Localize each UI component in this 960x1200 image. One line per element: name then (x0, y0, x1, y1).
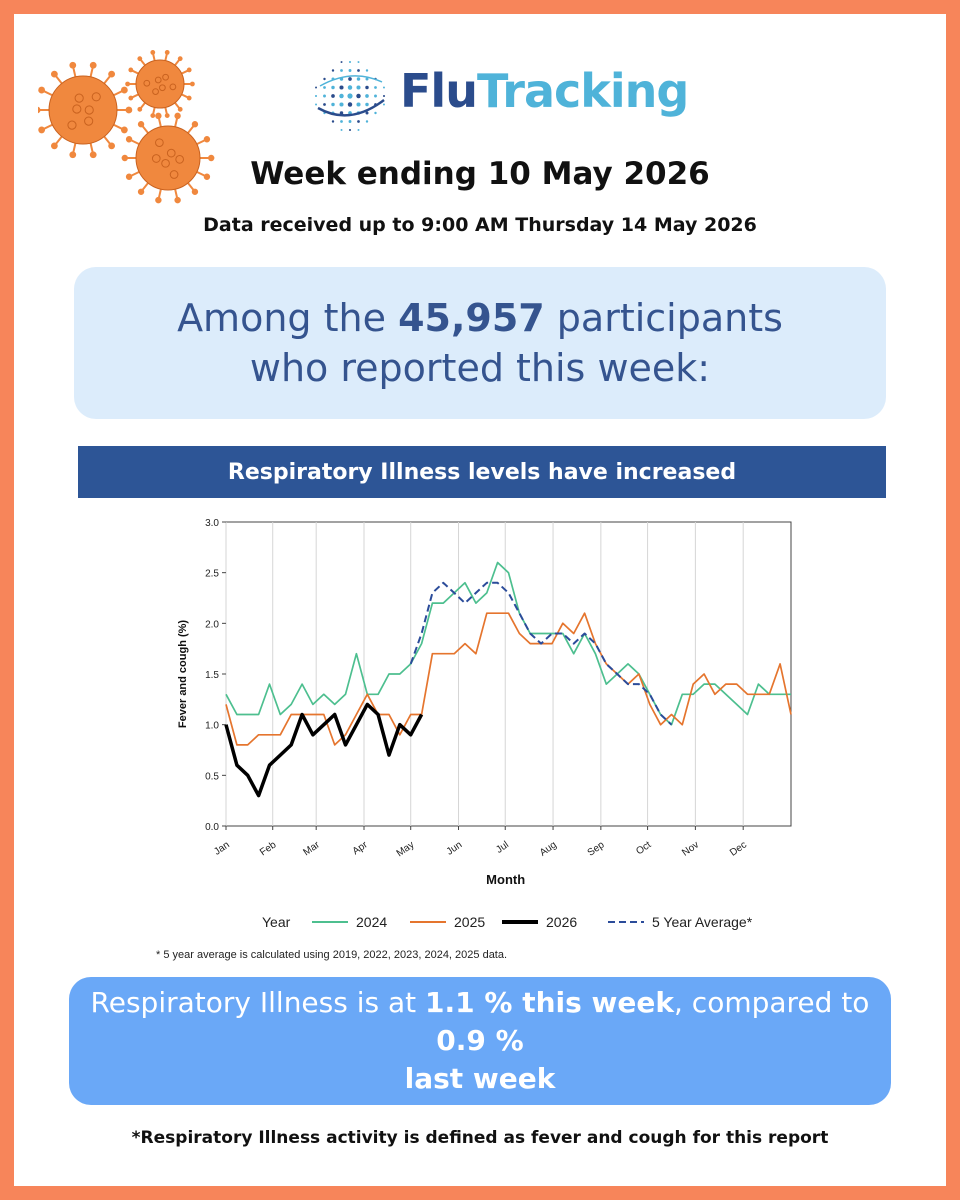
virus-icon (121, 112, 215, 204)
series-line-2024 (225, 561, 791, 726)
fever-cough-chart: 0.0 0.5 1.0 1.5 2.0 2.5 3.0 Jan Feb Mar Apr May Jun J… (177, 518, 792, 930)
virus-icon (125, 50, 195, 118)
x-axis-label: Month (486, 872, 525, 887)
y-tick-label: 1.0 (205, 721, 219, 732)
x-tick-label: Nov (680, 839, 701, 858)
x-tick-label: Feb (258, 839, 279, 858)
result-this-week: 1.1 % this week (425, 986, 674, 1019)
result-last-week-value: 0.9 % (436, 1024, 524, 1057)
x-tick-label: Apr (351, 839, 371, 857)
y-tick-label: 0.5 (205, 771, 219, 782)
summary-prefix: Among the (177, 296, 399, 340)
result-last-week-label: last week (404, 1062, 556, 1095)
flutracking-globe-logo (314, 60, 386, 132)
status-banner: Respiratory Illness levels have increase… (78, 446, 886, 498)
page-frame: FluTracking Week ending 10 May 2026 Data… (14, 14, 946, 1186)
participants-count: 45,957 (398, 296, 545, 340)
participants-summary: Among the 45,957 participants who report… (74, 267, 886, 419)
result-prefix: Respiratory Illness is at (90, 986, 426, 1019)
x-tick-label: Sep (586, 839, 607, 858)
x-tick-label: May (395, 839, 417, 859)
series-line-2026 (224, 702, 424, 798)
y-tick-label: 3.0 (205, 518, 219, 529)
logo-flu-text: Flu (400, 64, 478, 118)
y-axis-label: Fever and cough (%) (177, 620, 189, 729)
data-received-note: Data received up to 9:00 AM Thursday 14 … (203, 214, 757, 236)
week-title: Week ending 10 May 2026 (250, 156, 710, 192)
result-middle: , compared to (674, 986, 870, 1019)
y-tick-label: 1.5 (205, 670, 219, 681)
x-tick-label: Jun (445, 839, 465, 857)
legend-label: 2026 (546, 914, 577, 930)
summary-suffix: participants who reported this week: (249, 296, 783, 390)
legend-label: 2025 (454, 914, 485, 930)
result-summary: Respiratory Illness is at 1.1 % this wee… (69, 977, 891, 1105)
logo-tracking-text: Tracking (476, 64, 689, 118)
plot-area (225, 521, 792, 827)
legend-title: Year (262, 914, 291, 930)
logo-wordmark: FluTracking (400, 64, 689, 118)
definition-footnote: *Respiratory Illness activity is defined… (131, 1128, 829, 1148)
legend-label: 5 Year Average* (652, 914, 753, 930)
flutracking-logo: FluTracking (310, 52, 689, 142)
y-tick-label: 2.5 (205, 569, 219, 580)
x-tick-label: Jul (494, 839, 511, 855)
x-tick-label: Oct (634, 839, 653, 857)
x-tick-label: Mar (301, 839, 322, 858)
y-tick-label: 0.0 (205, 822, 219, 833)
virus-icon (38, 61, 133, 159)
legend-label: 2024 (356, 914, 387, 930)
x-tick-label: Jan (212, 839, 232, 857)
series-line-2025 (225, 612, 792, 746)
x-tick-label: Aug (538, 839, 559, 858)
series-line-5-year-average (409, 581, 673, 726)
x-tick-label: Dec (728, 839, 749, 858)
average-footnote: * 5 year average is calculated using 201… (156, 949, 508, 961)
y-tick-label: 2.0 (205, 619, 219, 630)
virus-icon-group (38, 50, 215, 204)
